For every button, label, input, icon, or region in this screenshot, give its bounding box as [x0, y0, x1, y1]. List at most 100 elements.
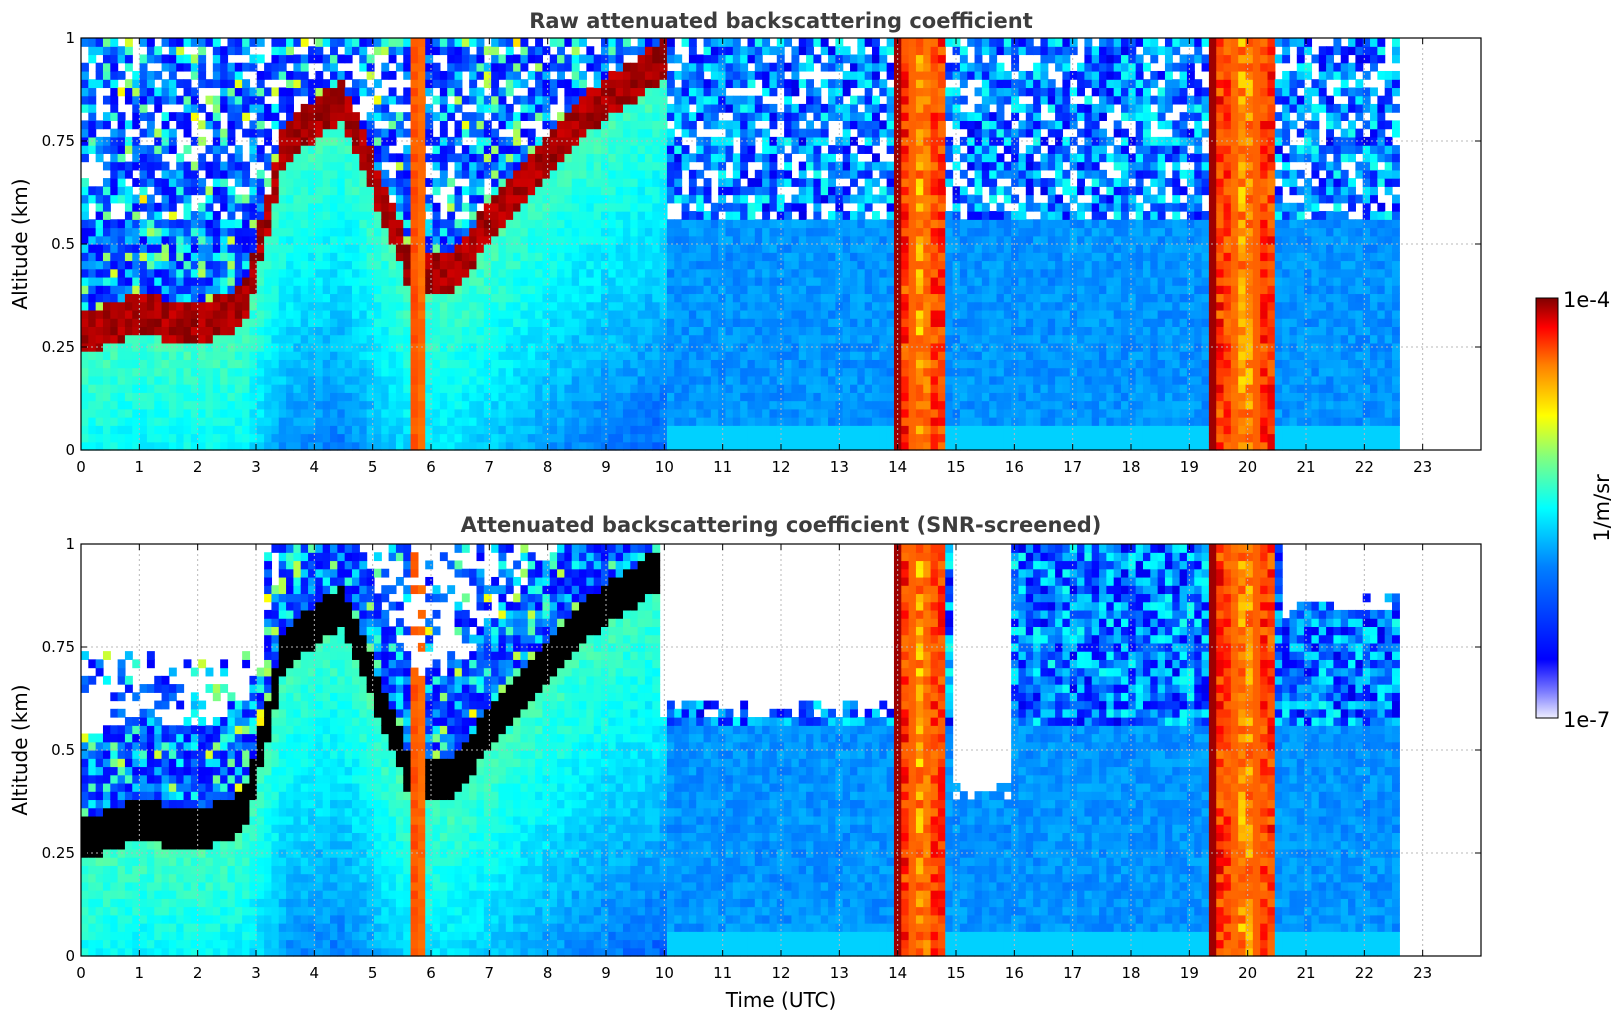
heatmap-cell — [491, 252, 500, 262]
heatmap-cell — [330, 276, 338, 286]
heatmap-cell — [366, 112, 375, 121]
heatmap-cell — [322, 194, 331, 204]
heatmap-cell — [505, 103, 514, 113]
heatmap-cell — [425, 54, 434, 64]
heatmap-cell — [469, 161, 478, 171]
heatmap-cell — [828, 318, 836, 327]
heatmap-cell — [168, 227, 177, 237]
heatmap-cell — [703, 417, 712, 426]
heatmap-cell — [461, 301, 470, 311]
heatmap-cell — [828, 359, 836, 369]
heatmap-cell — [132, 260, 141, 270]
heatmap-cell — [359, 235, 368, 245]
heatmap-cell — [330, 79, 338, 89]
heatmap-cell — [139, 95, 148, 105]
heatmap-cell — [579, 244, 587, 253]
heatmap-cell — [454, 128, 463, 138]
heatmap-cell — [835, 318, 844, 327]
heatmap-cell — [205, 293, 214, 303]
heatmap-cell — [139, 54, 148, 64]
heatmap-cell — [154, 293, 163, 303]
heatmap-cell — [710, 161, 719, 171]
heatmap-cell — [696, 153, 705, 163]
heatmap-cell — [710, 87, 719, 97]
heatmap-cell — [527, 392, 536, 402]
heatmap-cell — [535, 161, 544, 171]
heatmap-cell — [403, 46, 412, 56]
heatmap-cell — [425, 375, 434, 385]
heatmap-cell — [132, 425, 141, 435]
heatmap-cell — [652, 301, 661, 311]
heatmap-cell — [417, 194, 426, 204]
heatmap-cell — [447, 87, 456, 97]
heatmap-cell — [857, 260, 866, 270]
heatmap-cell — [857, 38, 866, 47]
heatmap-cell — [315, 194, 324, 204]
heatmap-cell — [278, 145, 287, 154]
heatmap-cell — [491, 70, 500, 80]
heatmap-cell — [139, 285, 148, 295]
heatmap-cell — [835, 186, 844, 196]
heatmap-cell — [469, 342, 478, 352]
heatmap-cell — [95, 194, 104, 204]
heatmap-cell — [872, 244, 880, 253]
heatmap-cell — [483, 392, 492, 402]
heatmap-cell — [666, 408, 675, 418]
heatmap-cell — [820, 384, 829, 393]
heatmap-cell — [872, 95, 880, 105]
heatmap-cell — [212, 112, 221, 121]
heatmap-cell — [417, 334, 426, 344]
heatmap-cell — [740, 219, 749, 229]
heatmap-cell — [227, 244, 236, 253]
heatmap-cell — [234, 392, 243, 402]
heatmap-cell — [286, 367, 294, 377]
heatmap-cell — [769, 178, 778, 187]
heatmap-cell — [806, 276, 814, 286]
heatmap-cell — [117, 425, 126, 435]
heatmap-cell — [505, 194, 514, 204]
heatmap-cell — [447, 219, 456, 229]
heatmap-cell — [498, 334, 507, 344]
heatmap-cell — [176, 62, 185, 72]
heatmap-cell — [483, 351, 492, 360]
heatmap-cell — [168, 194, 177, 204]
heatmap-cell — [747, 441, 756, 451]
heatmap-cell — [183, 227, 192, 237]
heatmap-cell — [220, 400, 229, 410]
heatmap-cell — [176, 309, 185, 319]
heatmap-cell — [373, 285, 382, 295]
heatmap-cell — [491, 417, 500, 426]
heatmap-cell — [820, 309, 829, 319]
heatmap-cell — [725, 425, 734, 435]
heatmap-cell — [359, 128, 368, 138]
heatmap-cell — [732, 334, 741, 344]
heatmap-cell — [264, 128, 273, 138]
heatmap-cell — [798, 359, 807, 369]
heatmap-cell — [637, 392, 646, 402]
heatmap-cell — [659, 161, 668, 171]
heatmap-cell — [373, 326, 382, 336]
heatmap-cell — [220, 128, 229, 138]
heatmap-cell — [718, 441, 727, 451]
heatmap-cell — [784, 128, 793, 138]
heatmap-cell — [498, 103, 507, 113]
heatmap-cell — [813, 161, 822, 171]
heatmap-cell — [557, 326, 565, 336]
heatmap-cell — [784, 433, 793, 443]
heatmap-cell — [630, 293, 639, 303]
heatmap-cell — [688, 293, 697, 303]
heatmap-cell — [300, 235, 309, 245]
heatmap-cell — [286, 244, 294, 253]
heatmap-cell — [395, 186, 404, 196]
heatmap-cell — [476, 54, 485, 64]
heatmap-cell — [168, 384, 177, 393]
heatmap-cell — [652, 351, 661, 360]
heatmap-cell — [344, 244, 353, 253]
heatmap-cell — [395, 367, 404, 377]
heatmap-cell — [227, 334, 236, 344]
heatmap-cell — [337, 359, 346, 369]
heatmap-cell — [791, 367, 800, 377]
heatmap-cell — [813, 293, 822, 303]
heatmap-cell — [820, 425, 829, 435]
heatmap-cell — [176, 342, 185, 352]
